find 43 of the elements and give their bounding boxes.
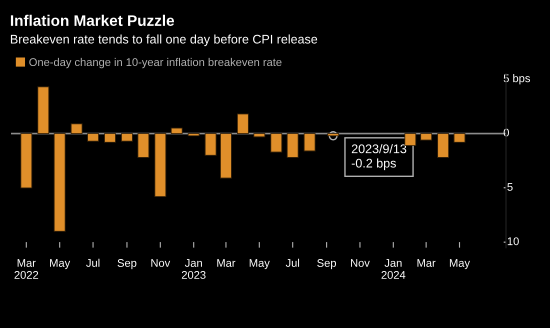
bar bbox=[270, 133, 282, 152]
chart-subtitle: Breakeven rate tends to fall one day before CPI release bbox=[10, 34, 318, 46]
bar bbox=[87, 133, 99, 142]
bar bbox=[20, 133, 32, 188]
bar bbox=[188, 133, 200, 136]
y-tick-label: -5 bbox=[504, 183, 513, 191]
bar bbox=[54, 133, 66, 232]
bar bbox=[204, 133, 217, 156]
x-tick-label: Jan 2024 bbox=[382, 259, 406, 279]
x-tick-label: Jan 2023 bbox=[182, 259, 206, 279]
bar bbox=[154, 133, 166, 197]
x-tick-label: Sep bbox=[118, 259, 136, 270]
x-tick-label: Jul bbox=[286, 258, 300, 267]
annotation: 2023/9/13 -0.2 bps bbox=[352, 144, 406, 170]
x-tick-label: Nov bbox=[350, 259, 370, 267]
chart-title: Inflation Market Puzzle bbox=[10, 14, 174, 26]
x-tick-label: Nov bbox=[151, 259, 170, 267]
bar bbox=[286, 133, 299, 158]
x-tick-label: Sep bbox=[317, 259, 336, 270]
bar bbox=[437, 133, 449, 158]
bar bbox=[170, 128, 183, 134]
bar bbox=[253, 133, 266, 138]
bar bbox=[404, 133, 416, 146]
bar bbox=[420, 133, 432, 140]
legend-label: One-day change in 10-year inflation breakeven rate bbox=[29, 58, 282, 68]
x-tick-label: May bbox=[50, 259, 70, 270]
bar bbox=[37, 86, 50, 134]
x-tick-label: Jul bbox=[86, 258, 100, 267]
x-tick-label: Mar bbox=[417, 259, 436, 267]
bar bbox=[121, 133, 133, 142]
bar bbox=[137, 133, 150, 158]
x-tick-label: May bbox=[250, 259, 270, 270]
bar bbox=[327, 133, 340, 136]
x-tick-label: May bbox=[450, 259, 470, 270]
bar bbox=[220, 133, 232, 179]
x-tick-label: Mar 2022 bbox=[14, 259, 38, 279]
bar bbox=[70, 123, 83, 134]
y-tick-label: -10 bbox=[504, 237, 519, 246]
bar bbox=[237, 114, 249, 134]
x-tick-label: Mar bbox=[217, 259, 236, 267]
bar bbox=[454, 133, 466, 143]
bar bbox=[304, 133, 316, 152]
bar bbox=[104, 133, 116, 143]
